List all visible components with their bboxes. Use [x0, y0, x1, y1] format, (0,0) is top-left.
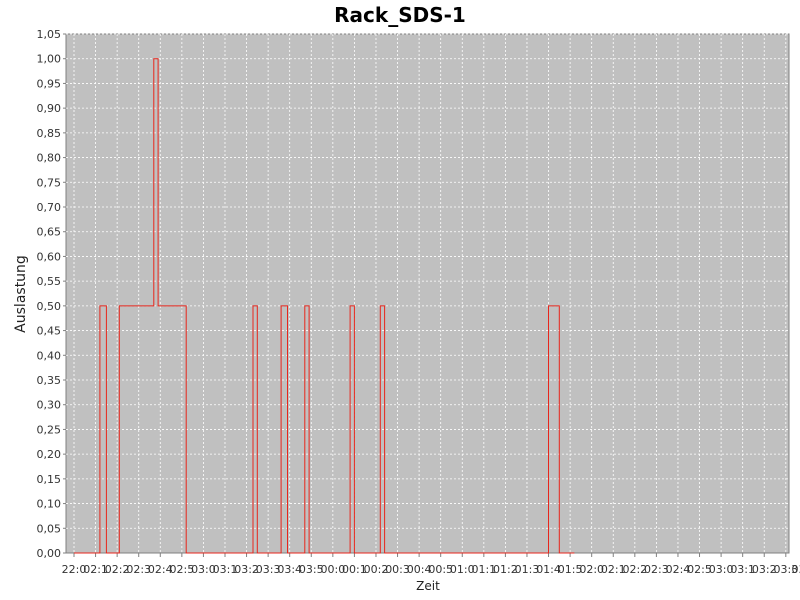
y-tick-label: 1,05	[37, 28, 62, 41]
x-tick-label: 01:1	[471, 563, 496, 576]
y-tick-label: 0,00	[37, 547, 62, 560]
y-tick-label: 0,45	[37, 325, 62, 338]
plot-area	[65, 33, 790, 554]
y-tick-label: 0,70	[37, 201, 62, 214]
y-tick-label: 0,85	[37, 127, 62, 140]
y-tick-label: 0,15	[37, 473, 62, 486]
y-axis: 0,00 0,05 0,10 0,15 0,20 0,25 0,30 0,35 0,40 0,45…	[37, 28, 66, 560]
y-tick-label: 0,30	[37, 399, 62, 412]
x-axis-label: Zeit	[416, 579, 440, 593]
y-tick-label: 0,50	[37, 300, 62, 313]
x-tick-label: 00:2	[364, 563, 389, 576]
x-tick-label: 03:5	[299, 563, 324, 576]
x-tick-label: 02:3	[644, 563, 669, 576]
y-tick-label: 0,05	[37, 522, 62, 535]
x-tick-label: 00:4	[407, 563, 432, 576]
y-tick-label: 0,55	[37, 275, 62, 288]
x-tick-label: 00:1	[342, 563, 367, 576]
x-tick-label: 01:5	[558, 563, 583, 576]
x-tick-label: 03:3	[256, 563, 281, 576]
y-tick-label: 0,95	[37, 77, 62, 90]
y-tick-label: 0,40	[37, 349, 62, 362]
x-tick-label: 03:1	[730, 563, 755, 576]
y-tick-label: 0,20	[37, 448, 62, 461]
x-tick-label: 03:40	[792, 563, 800, 576]
x-tick-label: 00:5	[428, 563, 453, 576]
x-tick-label: 01:0	[450, 563, 475, 576]
x-tick-label: 03:2	[752, 563, 777, 576]
series-line	[74, 58, 575, 554]
x-tick-label: 00:3	[385, 563, 410, 576]
x-tick-label: 02:5	[169, 563, 194, 576]
x-tick-label: 02:1	[83, 563, 108, 576]
y-tick-label: 0,35	[37, 374, 62, 387]
x-tick-label: 03:0	[709, 563, 734, 576]
x-tick-label: 02:5	[687, 563, 712, 576]
y-tick-label: 1,00	[37, 53, 62, 66]
grid	[66, 33, 789, 553]
x-tick-label: 02:4	[148, 563, 173, 576]
y-axis-label: Auslastung	[13, 255, 29, 333]
y-tick-label: 0,90	[37, 102, 62, 115]
y-tick-label: 0,60	[37, 250, 62, 263]
y-tick-label: 0,80	[37, 152, 62, 165]
x-tick-label: 03:4	[277, 563, 302, 576]
x-tick-label: 03:3	[773, 563, 798, 576]
y-tick-label: 0,65	[37, 226, 62, 239]
y-tick-label: 0,10	[37, 498, 62, 511]
x-tick-label: 03:1	[213, 563, 238, 576]
chart-title: Rack_SDS-1	[334, 3, 466, 27]
x-tick-label: 02:2	[105, 563, 130, 576]
x-axis: 22:002:102:202:302:402:503:003:103:203:3…	[62, 553, 800, 576]
y-tick-label: 0,75	[37, 176, 62, 189]
x-tick-label: 01:3	[515, 563, 540, 576]
x-tick-label: 02:3	[126, 563, 151, 576]
x-tick-label: 22:0	[62, 563, 87, 576]
x-tick-label: 03:0	[191, 563, 216, 576]
x-tick-label: 02:1	[601, 563, 626, 576]
x-tick-label: 02:0	[579, 563, 604, 576]
x-tick-label: 03:2	[234, 563, 259, 576]
y-tick-label: 0,25	[37, 423, 62, 436]
x-tick-label: 01:2	[493, 563, 518, 576]
x-tick-label: 02:4	[666, 563, 691, 576]
x-tick-label: 01:4	[536, 563, 561, 576]
x-tick-label: 00:0	[320, 563, 345, 576]
x-tick-label: 02:2	[622, 563, 647, 576]
